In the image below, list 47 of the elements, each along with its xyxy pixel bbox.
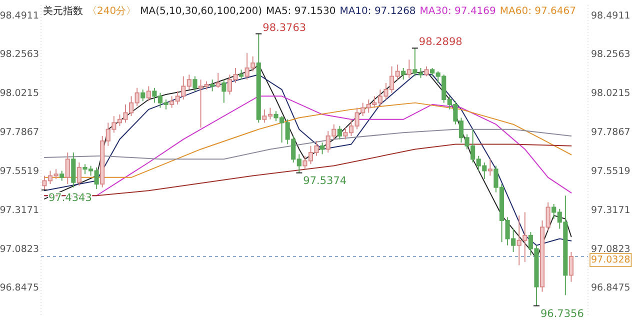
text: MA30: 97.4169 [420,6,496,17]
candlestick [568,252,574,282]
chart-title: 美元指数 [43,5,83,17]
annotation: 98.3763 [262,22,306,34]
y2-tick-label: 97.3171 [591,204,630,216]
y2-tick-label: 98.0215 [591,88,630,100]
candlestick [210,79,215,92]
candlestick [337,126,342,140]
y-tick-label: 98.2563 [0,49,39,60]
chart-subtitle: 〈240分〉 [87,5,136,17]
candlestick [140,89,146,102]
y2-tick-label: 97.5519 [591,166,630,177]
ref-line-label: 97.0328 [591,254,630,266]
y-tick-label: 97.3171 [0,204,39,216]
text: MA5: 97.1530 [266,6,336,17]
y-tick-label: 98.4911 [0,10,39,22]
candlestick [76,162,82,186]
y2-tick-label: 97.0823 [591,244,630,255]
annotation: 97.5374 [303,174,347,187]
candlestick [65,152,70,185]
candlestick [424,66,429,77]
y-tick-label: 97.7867 [0,127,39,138]
annotation: 96.7356 [540,308,584,320]
y-tick-label: 97.0823 [0,244,39,255]
y-tick-label: 98.0215 [0,88,39,100]
y2-tick-label: 96.8475 [591,282,630,294]
y2-tick-label: 98.2563 [591,49,630,60]
y-tick-label: 97.5519 [0,166,39,177]
candlestick [406,59,412,78]
annotation: 98.2898 [418,36,462,48]
candlestick [488,158,492,176]
annotation: MA(5,10,30,60,100,200) [140,6,262,17]
candlestick [146,86,151,102]
text: MA10: 97.1268 [340,6,416,17]
y-tick-label: 96.8475 [0,282,39,294]
candlestick [401,67,406,80]
candlestick [192,76,198,92]
candlestick [238,69,244,80]
candlestick [222,79,226,104]
line-series [44,128,572,160]
candlestick [60,170,64,182]
candlestick [216,72,220,88]
candlestick [320,142,325,155]
candlestick [71,152,76,188]
y2-tick-label: 98.4911 [591,10,630,22]
y2-tick-label: 97.7867 [591,127,630,138]
text: MA60: 97.6467 [500,6,576,17]
